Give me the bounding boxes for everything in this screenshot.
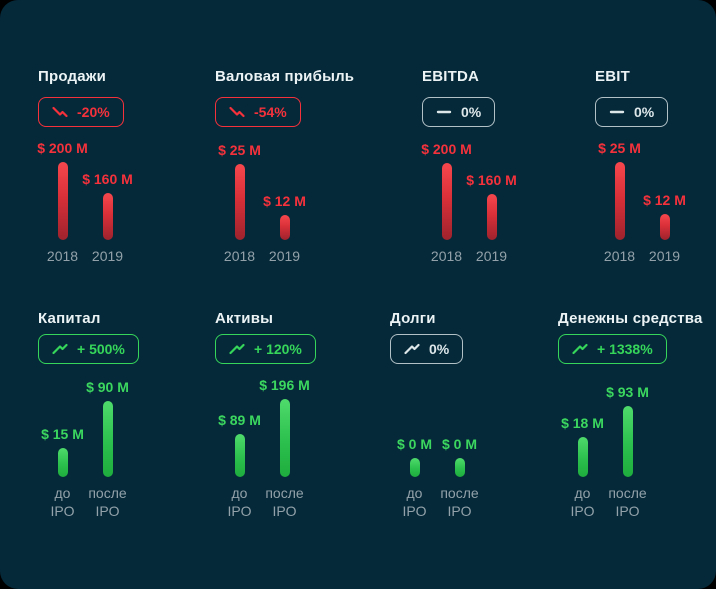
x-axis-label: 2018 [603, 248, 636, 264]
x-axis-label: после IPO [88, 485, 127, 519]
chart-card-cash: Денежны средства + 1338% $ 18 M $ 93 M д… [558, 310, 716, 520]
chart-title: Капитал [38, 310, 101, 327]
x-axis-label: 2018 [223, 248, 256, 264]
trend-badge: 0% [390, 334, 464, 364]
x-axis-label: 2018 [430, 248, 463, 264]
bar-value-label: $ 12 M [643, 192, 686, 208]
badge-label: 0% [461, 104, 482, 120]
bar [659, 214, 670, 240]
bar-value-label: $ 18 M [561, 415, 604, 431]
trend-badge: -20% [38, 97, 124, 127]
bar-value-label: $ 90 M [86, 379, 129, 395]
chart-title: Денежны средства [558, 310, 703, 327]
trend-badge: -54% [215, 97, 301, 127]
badge-label: + 120% [254, 341, 302, 357]
badge-label: + 500% [77, 341, 125, 357]
bar [454, 458, 465, 477]
bar-value-label: $ 160 M [466, 172, 517, 188]
bar-value-label: $ 196 M [259, 377, 310, 393]
trend-badge: 0% [422, 97, 496, 127]
bar [279, 215, 290, 240]
badge-label: 0% [634, 104, 655, 120]
chart-title: Долги [390, 310, 436, 327]
badge-label: + 1338% [597, 341, 653, 357]
bar [102, 401, 113, 477]
bar [102, 193, 113, 240]
trend-badge: 0% [595, 97, 669, 127]
bar [234, 164, 245, 240]
chart-card-sales: Продажи -20% $ 200 M $ 160 M 2018 2019 [37, 68, 198, 265]
bar-value-label: $ 25 M [598, 140, 641, 156]
chart-card-ebit: EBIT 0% $ 25 M $ 12 M 2018 2019 [595, 68, 716, 265]
bar-plot: $ 25 M $ 12 M [597, 127, 716, 240]
chart-title: Продажи [38, 68, 107, 85]
chart-card-debts: Долги 0% $ 0 M $ 0 M до IPO после IPO [390, 310, 550, 520]
trend-up-icon [52, 342, 68, 356]
bar [279, 399, 290, 477]
trend-flat-icon [436, 105, 452, 119]
x-axis-label: после IPO [265, 485, 304, 519]
bar-plot: $ 89 M $ 196 M [217, 364, 375, 477]
bar [57, 448, 68, 477]
chart-title: EBITDA [422, 68, 480, 85]
chart-title: Активы [215, 310, 274, 327]
trend-up-icon [404, 342, 420, 356]
bar [622, 406, 633, 477]
x-axis-label: до IPO [50, 485, 75, 519]
x-axis-label: до IPO [402, 485, 427, 519]
trend-badge: + 500% [38, 334, 139, 364]
x-axis-label: 2019 [475, 248, 508, 264]
bar-value-label: $ 25 M [218, 142, 261, 158]
bar [577, 437, 588, 477]
bar [614, 162, 625, 240]
x-axis-label: до IPO [227, 485, 252, 519]
bar-plot: $ 15 M $ 90 M [40, 364, 198, 477]
bar [409, 458, 420, 477]
x-axis-label: до IPO [570, 485, 595, 519]
bar-plot: $ 200 M $ 160 M [37, 127, 198, 240]
bar [234, 434, 245, 477]
chart-card-capital: Капитал + 500% $ 15 M $ 90 M до IPO после… [38, 310, 198, 520]
bar-value-label: $ 0 M [441, 436, 477, 452]
bar-value-label: $ 200 M [421, 141, 472, 157]
x-axis-label: 2019 [268, 248, 301, 264]
x-axis-label: 2019 [91, 248, 124, 264]
chart-card-gross-profit: Валовая прибыль -54% $ 25 M $ 12 M 2018 … [215, 68, 375, 265]
bar-value-label: $ 0 M [396, 436, 432, 452]
trend-up-icon [229, 342, 245, 356]
x-axis-label: 2018 [46, 248, 79, 264]
bar-value-label: $ 89 M [218, 412, 261, 428]
bar-plot: $ 0 M $ 0 M [392, 364, 550, 477]
bar-value-label: $ 93 M [606, 384, 649, 400]
trend-badge: + 1338% [558, 334, 667, 364]
bar [486, 194, 497, 240]
bar [441, 163, 452, 240]
x-axis-label: 2019 [648, 248, 681, 264]
badge-label: -54% [254, 104, 287, 120]
bar-value-label: $ 160 M [82, 171, 133, 187]
trend-up-icon [572, 342, 588, 356]
chart-card-assets: Активы + 120% $ 89 M $ 196 M до IPO после… [215, 310, 375, 520]
trend-badge: + 120% [215, 334, 316, 364]
chart-title: Валовая прибыль [215, 68, 355, 85]
trend-flat-icon [609, 105, 625, 119]
badge-label: -20% [77, 104, 110, 120]
bar-value-label: $ 15 M [41, 426, 84, 442]
trend-down-icon [52, 105, 68, 119]
chart-title: EBIT [595, 68, 630, 85]
x-axis-label: после IPO [608, 485, 647, 519]
bar [57, 162, 68, 240]
trend-down-icon [229, 105, 245, 119]
bar-plot: $ 200 M $ 160 M [421, 127, 582, 240]
bar-plot: $ 25 M $ 12 M [217, 127, 375, 240]
badge-label: 0% [429, 341, 450, 357]
bar-value-label: $ 200 M [37, 140, 88, 156]
chart-card-ebitda: EBITDA 0% $ 200 M $ 160 M 2018 2019 [421, 68, 582, 265]
bar-plot: $ 18 M $ 93 M [560, 364, 716, 477]
x-axis-label: после IPO [440, 485, 479, 519]
bar-value-label: $ 12 M [263, 193, 306, 209]
